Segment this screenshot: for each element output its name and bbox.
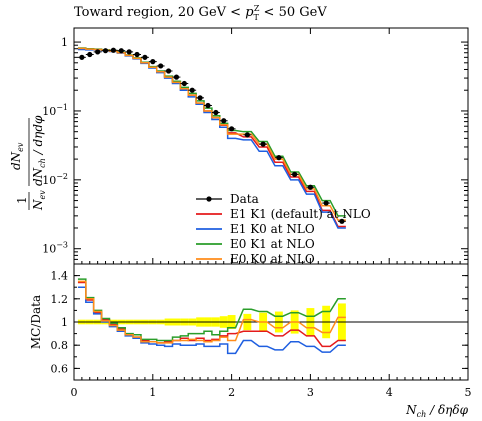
legend-entry: E1 K0 at NLO (230, 222, 315, 236)
data-point (110, 47, 116, 53)
data-point (102, 48, 109, 54)
ratio-y-tick-label: 1.4 (51, 270, 69, 283)
ylabel-num: dNev (9, 142, 25, 170)
data-point (150, 59, 156, 65)
main-y-tick-label: 10−3 (42, 241, 68, 256)
data-point (79, 54, 85, 60)
data-point (229, 126, 235, 132)
x-axis-label: Nch / δηδφ (405, 403, 468, 419)
data-point (323, 200, 329, 206)
ylabel-prefactor-den: Nev (31, 190, 47, 211)
main-y-axis-label: 1 Nev dNev dNch / dηdφ (9, 115, 47, 211)
data-point (189, 87, 195, 93)
chart-title: Toward region, 20 GeV < pTZ < 50 GeV (74, 4, 327, 22)
ratio-plot-series (77, 278, 346, 355)
data-point (126, 49, 132, 55)
data-point (260, 141, 266, 147)
legend-entry: E0 K1 at NLO (230, 237, 315, 251)
legend-marker (206, 196, 212, 202)
ratio-y-tick-label: 1.2 (51, 293, 69, 306)
data-point (292, 171, 298, 177)
data-point (142, 54, 148, 60)
main-series-line-1 (77, 48, 346, 229)
main-y-tick-label: 1 (61, 36, 68, 49)
ylabel-den: dNch / dηdφ (31, 115, 47, 186)
ylabel-prefactor-num: 1 (15, 196, 29, 204)
data-point (244, 132, 250, 138)
ratio-y-tick-label: 0.8 (51, 339, 69, 352)
x-tick-label: 0 (71, 386, 78, 399)
data-point (134, 51, 140, 58)
title-sub: T (254, 13, 260, 22)
ratio-series-line-3 (77, 280, 346, 344)
data-point (221, 118, 227, 124)
legend-entry: E0 K0 at NLO (230, 252, 315, 266)
ratio-y-tick-label: 1 (61, 316, 68, 329)
x-tick-label: 5 (465, 386, 472, 399)
data-point (165, 68, 172, 74)
main-plot-data (77, 47, 346, 224)
data-point (173, 74, 180, 80)
legend-entry: E1 K1 (default) at NLO (230, 207, 371, 221)
main-y-tick-label: 10−2 (42, 172, 68, 187)
title-suffix: < 50 GeV (259, 5, 327, 20)
main-y-tick-label: 10−1 (42, 103, 68, 118)
data-point (197, 95, 203, 101)
title-sup: Z (254, 4, 260, 13)
x-tick-label: 3 (307, 386, 314, 399)
ratio-series-line-1 (77, 286, 346, 355)
data-point (118, 48, 124, 54)
data-point (339, 218, 345, 224)
x-tick-label: 4 (386, 386, 393, 399)
title-var: p (245, 5, 254, 20)
data-point (213, 109, 219, 116)
x-tick-label: 1 (149, 386, 156, 399)
ratio-series-line-2 (77, 278, 346, 342)
ratio-y-axis-label: MC/Data (29, 295, 43, 349)
data-point (158, 63, 164, 69)
data-point (181, 80, 187, 87)
main-plot-series (77, 47, 346, 229)
data-point (87, 51, 93, 58)
data-point (276, 155, 282, 161)
x-tick-label: 2 (228, 386, 235, 399)
ratio-series-line-0 (77, 281, 346, 348)
data-point (95, 49, 101, 55)
axis-ticks: 0 1 2 3 4 5 1 10−1 10−2 10−3 0.6 0.8 1 1.2 1.4 (42, 28, 472, 399)
main-series-line-0 (77, 47, 346, 228)
data-point (307, 184, 313, 190)
title-prefix: Toward region, 20 GeV < (74, 5, 245, 20)
legend-entry: Data (230, 192, 259, 206)
main-series-line-3 (77, 47, 346, 221)
data-point (205, 102, 211, 109)
ratio-y-tick-label: 0.6 (51, 362, 69, 375)
